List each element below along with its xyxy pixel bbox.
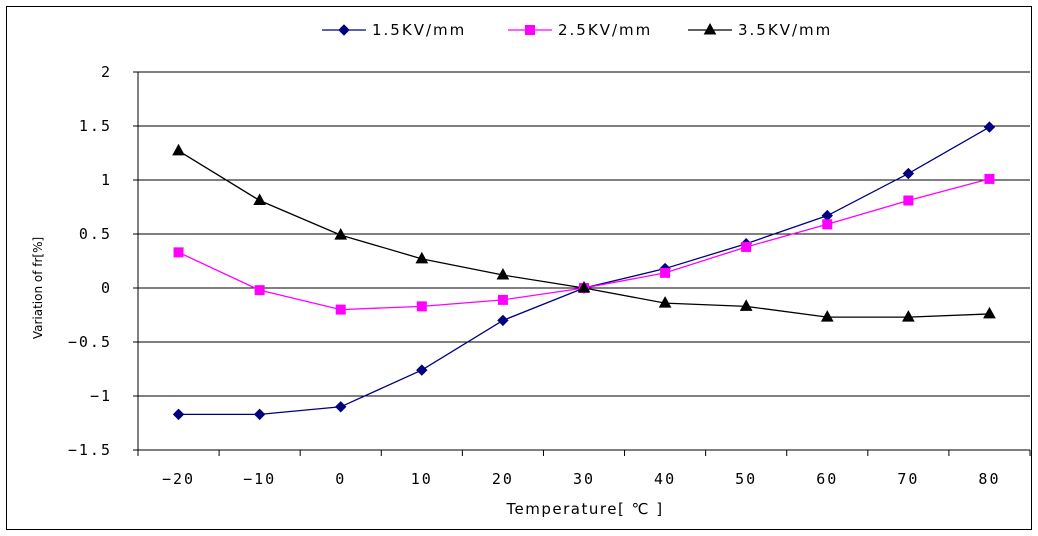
legend: 1.5KV/mm 2.5KV/mm 3.5KV/mm [322,21,832,39]
y-tick-label: −0.5 [68,333,112,351]
legend-marker-0 [338,24,350,36]
legend-marker-2 [703,22,717,35]
data-point-0 [416,364,428,376]
y-tick-label: −1.5 [68,441,112,459]
y-tick-label: 1.5 [79,117,112,135]
series-line-0 [178,126,990,416]
data-point-2 [658,296,672,308]
x-tick-label: 50 [735,470,757,488]
data-point-0 [902,167,915,180]
axes: 2 1.5 1 0.5 0 −0.5 −1 −1.5 −20 −10 0 10 20 30 40 50 60 70… [68,63,1031,488]
y-tick-label: 0.5 [79,225,112,243]
x-tick-label: 0 [335,470,346,488]
x-tick-label: −20 [162,470,195,488]
data-point-0 [983,121,996,133]
gridlines [138,71,1030,397]
legend-marker-1 [525,25,535,35]
data-point-1 [335,304,346,315]
data-point-2 [253,193,266,206]
data-point-2 [415,251,429,264]
x-axis-title: Temperature[ ℃ ] [505,500,663,518]
data-point-2 [496,268,510,280]
data-point-1 [660,267,671,278]
data-point-0 [821,209,833,222]
x-tick-label: 30 [573,470,595,488]
data-point-2 [902,310,915,322]
y-tick-label: −1 [90,387,112,405]
data-point-0 [253,408,266,421]
data-point-1 [822,219,833,230]
x-tick-label: 70 [897,470,919,488]
data-point-2 [983,306,996,319]
data-point-1 [416,301,427,312]
data-point-2 [820,310,834,322]
data-point-1 [903,195,914,206]
x-tick-label: 20 [492,470,514,488]
legend-label-2: 3.5KV/mm [738,21,832,39]
series-lines [172,121,996,421]
data-point-2 [739,299,753,311]
y-tick-label: 2 [101,63,112,81]
y-tick-label: 1 [101,171,112,189]
legend-label-1: 2.5KV/mm [558,21,652,39]
data-point-0 [497,314,509,327]
x-tick-label: 40 [654,470,676,488]
data-point-0 [172,408,185,421]
chart-frame [6,6,1032,530]
data-point-2 [334,228,348,240]
x-tick-label: 60 [816,470,838,488]
data-point-2 [172,143,185,156]
data-point-1 [741,241,752,252]
data-point-0 [335,401,347,413]
data-point-1 [254,285,265,296]
x-tick-label: 10 [411,470,433,488]
legend-label-0: 1.5KV/mm [372,21,466,39]
data-point-2 [577,280,591,293]
x-tick-label: −10 [243,470,276,488]
data-point-1 [173,247,184,258]
y-axis-title: Variation of fr[%] [31,237,45,339]
data-point-1 [497,294,508,305]
x-tick-label: 80 [978,470,1000,488]
data-point-1 [984,173,995,184]
y-tick-label: 0 [101,279,112,297]
